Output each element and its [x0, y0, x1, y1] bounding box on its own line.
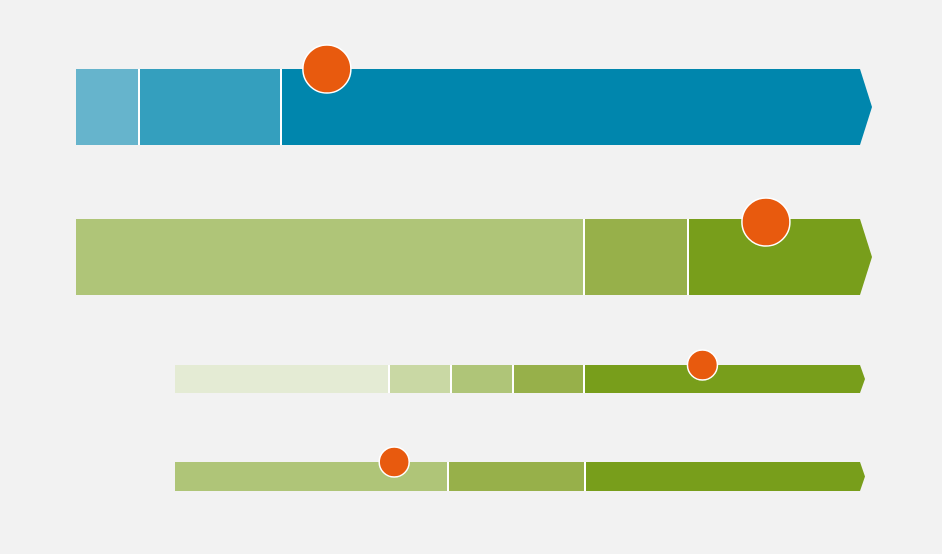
- bar-1-marker: [302, 44, 352, 94]
- bar-3-marker: [686, 349, 719, 381]
- bar-3-segment-4: [513, 365, 584, 393]
- bar-4-segment-3: [585, 462, 865, 491]
- bar-3-segment-2: [389, 365, 451, 393]
- bar-3-segment-3: [451, 365, 513, 393]
- bar-3-segment-1: [175, 365, 389, 393]
- bar-4-marker: [378, 446, 410, 478]
- bar-3: [175, 349, 865, 393]
- bar-4: [175, 446, 865, 491]
- bar-1: [76, 44, 872, 145]
- bar-1-segment-1: [76, 69, 139, 145]
- bar-2: [76, 197, 872, 295]
- bar-1-segment-2: [139, 69, 281, 145]
- bar-4-segment-2: [448, 462, 585, 491]
- bar-2-marker: [741, 197, 791, 247]
- bar-2-segment-3: [688, 219, 872, 295]
- bar-2-segment-1: [76, 219, 584, 295]
- bar-1-segment-3: [281, 69, 872, 145]
- bar-2-segment-2: [584, 219, 688, 295]
- bar-3-segment-5: [584, 365, 865, 393]
